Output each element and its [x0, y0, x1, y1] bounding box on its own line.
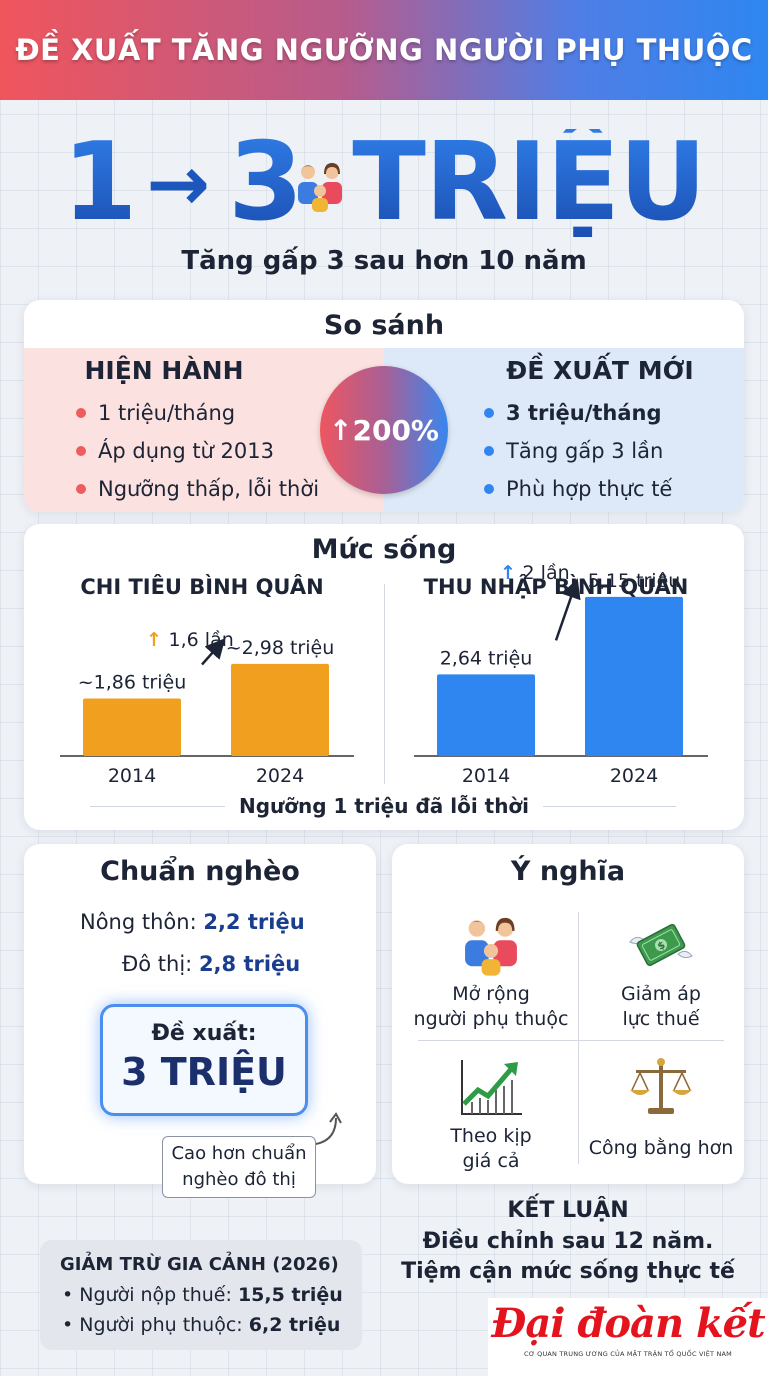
- grid-divider: [418, 1040, 724, 1041]
- hero-unit: TRIỆU: [352, 120, 706, 245]
- growth-chart-icon: [461, 1060, 522, 1115]
- hero-subtitle: Tăng gấp 3 sau hơn 10 năm: [181, 246, 587, 276]
- dependent-value: 6,2 triệu: [248, 1314, 341, 1336]
- logo-tagline: CƠ QUAN TRUNG ƯƠNG CỦA MẶT TRẬN TỔ QUỐC …: [523, 1350, 732, 1358]
- hero-arrow-icon: →: [146, 138, 211, 228]
- list-item: 1 triệu/tháng: [76, 394, 319, 432]
- list-item: Ngưỡng thấp, lỗi thời: [76, 470, 319, 508]
- growth-arrow: [201, 638, 226, 666]
- bar: [585, 596, 683, 756]
- chart-title: CHI TIÊU BÌNH QUÂN: [80, 574, 323, 599]
- urban-value: 2,8 triệu: [198, 952, 301, 976]
- meaning-card: Ý nghĩa Mở rộng người phụ thuộc $ Giảm á…: [392, 844, 744, 1184]
- proposal-value: 3 TRIỆU: [121, 1050, 287, 1094]
- dependent-line: • Người phụ thuộc: 6,2 triệu: [62, 1314, 341, 1336]
- page-title: ĐỀ XUẤT TĂNG NGƯỠNG NGƯỜI PHỤ THUỘC: [15, 33, 753, 67]
- growth-label: ↑ 2 lần: [500, 562, 570, 584]
- bullet-icon: [76, 408, 86, 418]
- taxpayer-value: 15,5 triệu: [237, 1284, 343, 1306]
- meaning-item-prices: Theo kịp giá cả: [406, 1054, 576, 1174]
- poverty-note: Cao hơn chuẩn nghèo đô thị: [162, 1136, 316, 1198]
- current-list: 1 triệu/tháng Áp dụng từ 2013 Ngưỡng thấ…: [76, 394, 319, 508]
- list-item: Áp dụng từ 2013: [76, 432, 319, 470]
- list-item: 3 triệu/tháng: [484, 394, 672, 432]
- curved-arrow-icon: [315, 1112, 342, 1145]
- bullet-icon: [484, 446, 494, 456]
- money-wings-icon: $: [629, 923, 693, 967]
- chart-divider: [384, 584, 385, 784]
- scales-icon: [630, 1058, 692, 1114]
- tick-label: 2014: [108, 765, 156, 787]
- list-item: Phù hợp thực tế: [484, 470, 672, 508]
- urban-line: Đô thị: 2,8 triệu: [122, 952, 301, 976]
- svg-text:$: $: [656, 940, 667, 953]
- data-label: 2,64 triệu: [440, 647, 533, 669]
- bullet-icon: [76, 446, 86, 456]
- tick-label: 2024: [610, 765, 658, 787]
- poverty-title: Chuẩn nghèo: [100, 856, 300, 887]
- rural-line: Nông thôn: 2,2 triệu: [80, 910, 305, 934]
- family-icon: [465, 917, 517, 976]
- bar: [437, 674, 535, 756]
- current-panel: HIỆN HÀNH 1 triệu/tháng Áp dụng từ 2013 …: [24, 348, 384, 512]
- meaning-item-dependents: Mở rộng người phụ thuộc: [406, 912, 576, 1032]
- proposed-heading: ĐỀ XUẤT MỚI: [506, 356, 694, 385]
- data-label: ~2,98 triệu: [226, 637, 335, 659]
- family-icon: [298, 163, 343, 212]
- rural-value: 2,2 triệu: [203, 910, 305, 934]
- meaning-item-tax: $ Giảm áp lực thuế: [576, 912, 746, 1032]
- deduction-title: GIẢM TRỪ GIA CẢNH (2026): [60, 1254, 339, 1275]
- bar: [231, 663, 329, 756]
- deduction-box: GIẢM TRỪ GIA CẢNH (2026) • Người nộp thu…: [40, 1240, 362, 1350]
- bullet-icon: [484, 408, 494, 418]
- tick-label: 2014: [462, 765, 510, 787]
- conclusion-line: Tiệm cận mức sống thực tế: [401, 1259, 735, 1284]
- proposal-label: Đề xuất:: [151, 1021, 257, 1046]
- poverty-card: Chuẩn nghèo Nông thôn: 2,2 triệu Đô thị:…: [24, 844, 376, 1198]
- publisher-logo: Đại đoàn kết CƠ QUAN TRUNG ƯƠNG CỦA MẶT …: [488, 1298, 768, 1376]
- data-label: ~1,86 triệu: [78, 672, 187, 694]
- living-card: Mức sống CHI TIÊU BÌNH QUÂN ~1,86 triệu 20…: [24, 524, 744, 830]
- compare-card: So sánh HIỆN HÀNH 1 triệu/tháng Áp dụng …: [24, 300, 744, 512]
- meaning-title: Ý nghĩa: [510, 856, 626, 887]
- hero-from: 1: [62, 120, 137, 245]
- conclusion-line: Điều chỉnh sau 12 năm.: [422, 1229, 714, 1254]
- header-banner: ĐỀ XUẤT TĂNG NGƯỠNG NGƯỜI PHỤ THUỘC: [0, 0, 768, 100]
- conclusion-title: KẾT LUẬN: [507, 1198, 629, 1223]
- current-heading: HIỆN HÀNH: [84, 356, 244, 385]
- proposed-list: 3 triệu/tháng Tăng gấp 3 lần Phù hợp thự…: [484, 394, 672, 508]
- bullet-icon: [484, 484, 494, 494]
- growth-label: ↑ 1,6 lần: [146, 629, 234, 651]
- data-label: 5,15 triệu: [588, 570, 681, 592]
- increase-badge: ↑200%: [320, 366, 448, 494]
- taxpayer-line: • Người nộp thuế: 15,5 triệu: [62, 1284, 343, 1306]
- proposal-box: Đề xuất: 3 TRIỆU: [100, 1004, 308, 1116]
- chart-title: THU NHẬP BÌNH QUÂN: [424, 573, 689, 599]
- hero-to: 3: [228, 120, 303, 245]
- bar: [83, 698, 181, 756]
- hero: 1 → 3 TRIỆU: [0, 118, 768, 248]
- living-charts: CHI TIÊU BÌNH QUÂN ~1,86 triệu 2014 ~2,98 t…: [60, 562, 708, 787]
- grid-divider: [578, 912, 579, 1164]
- tick-label: 2024: [256, 765, 304, 787]
- logo-name: Đại đoàn kết: [491, 1300, 765, 1347]
- bullet-icon: [76, 484, 86, 494]
- compare-title: So sánh: [323, 310, 445, 341]
- meaning-item-fairness: Công bằng hơn: [576, 1054, 746, 1161]
- list-item: Tăng gấp 3 lần: [484, 432, 672, 470]
- growth-arrow: [554, 578, 581, 641]
- living-title: Mức sống: [311, 534, 457, 565]
- living-footer: Ngưỡng 1 triệu đã lỗi thời: [24, 794, 744, 818]
- conclusion: KẾT LUẬN Điều chỉnh sau 12 năm. Tiệm cận…: [392, 1198, 744, 1287]
